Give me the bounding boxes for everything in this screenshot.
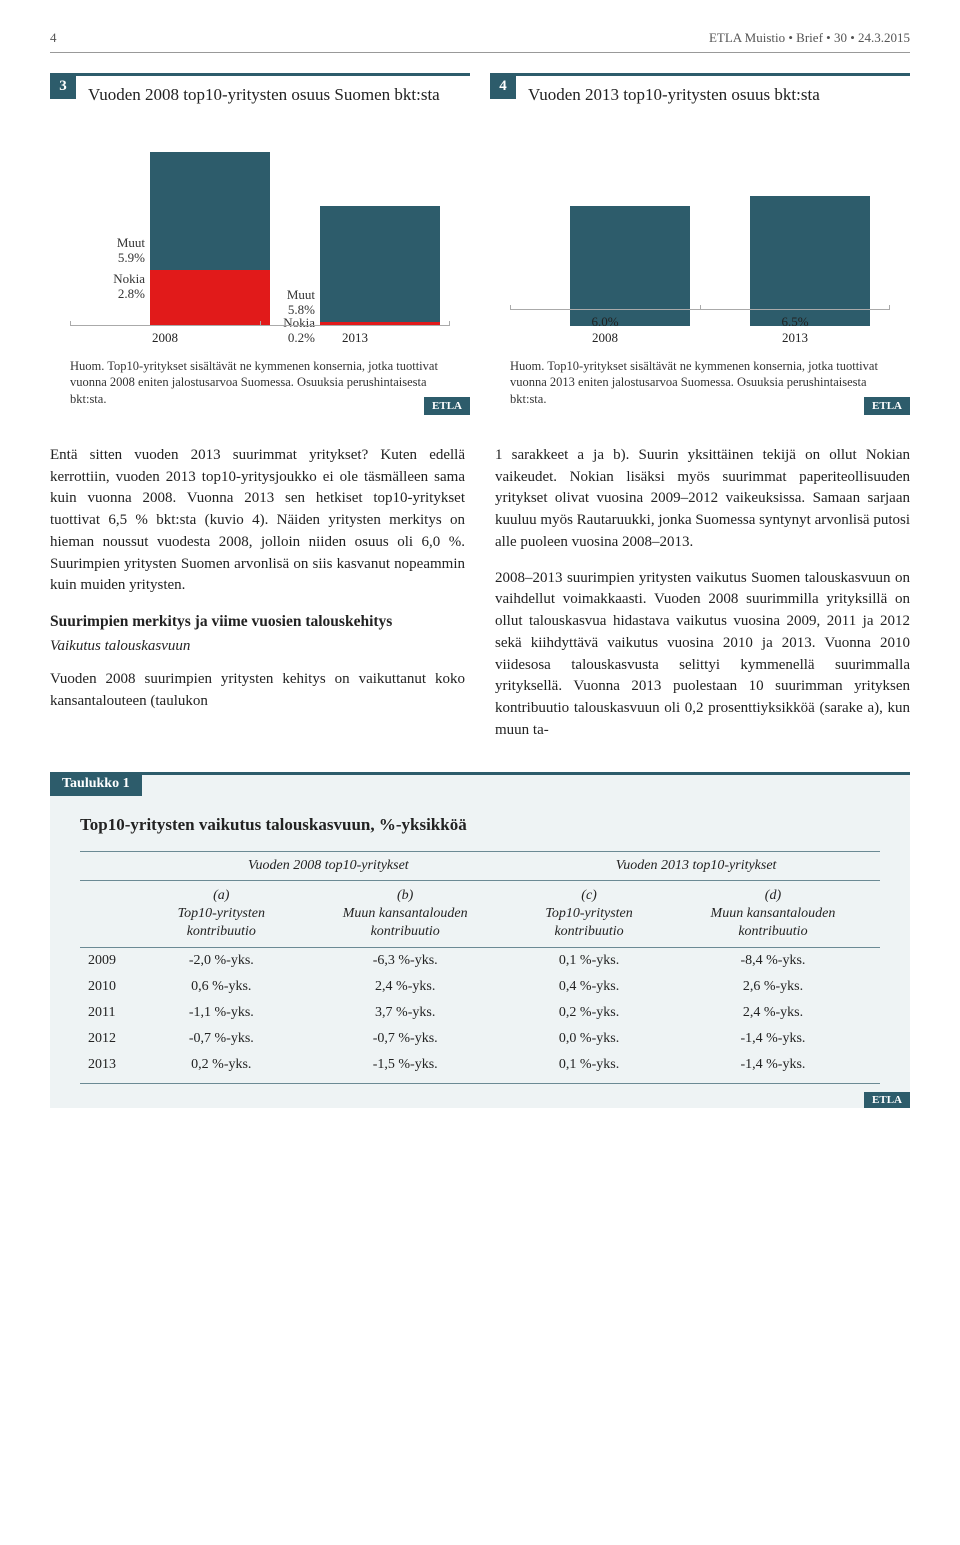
publication-info: ETLA Muistio • Brief • 30 • 24.3.2015 xyxy=(709,30,910,46)
stacked-bar: Nokia 2.8% Muut 5.9% xyxy=(150,152,270,326)
segment-name: Muut xyxy=(117,235,145,250)
charts-row: 3 Vuoden 2008 top10-yritysten osuus Suom… xyxy=(50,73,910,415)
chart-4: 4 Vuoden 2013 top10-yritysten osuus bkt:… xyxy=(490,73,910,415)
segment-name: Nokia xyxy=(113,271,145,286)
paragraph: 1 sarakkeet a ja b). Suurin yksittäinen … xyxy=(495,445,910,554)
x-label: 2008 xyxy=(152,330,178,345)
column-header: (d) Muun kansantalouden kontribuutio xyxy=(666,880,880,948)
page-number: 4 xyxy=(50,30,57,46)
chart-number: 4 xyxy=(490,73,516,99)
column-group: Vuoden 2008 top10-yritykset xyxy=(144,851,512,880)
stacked-bar: Nokia 0.2% Muut 5.8% xyxy=(320,206,440,326)
subheading: Suurimpien merkitys ja viime vuosien tal… xyxy=(50,611,465,633)
bar xyxy=(570,206,690,326)
etla-badge: ETLA xyxy=(864,1092,910,1108)
x-label: 2013 xyxy=(782,330,808,345)
x-axis: 6.0% 2008 6.5% 2013 xyxy=(510,309,890,346)
chart-title: Vuoden 2013 top10-yritysten osuus bkt:st… xyxy=(490,76,910,126)
bar xyxy=(750,196,870,326)
table-number: Taulukko 1 xyxy=(50,772,142,796)
subheading-italic: Vaikutus talouskasvuun xyxy=(50,636,465,658)
bar-fill xyxy=(750,196,870,326)
column-header: (b) Muun kansantalouden kontribuutio xyxy=(298,880,512,948)
table-title: Top10-yritysten vaikutus talouskasvuun, … xyxy=(50,775,910,851)
table-row: 2012-0,7 %-yks.-0,7 %-yks.0,0 %-yks.-1,4… xyxy=(80,1026,880,1052)
chart-3: 3 Vuoden 2008 top10-yritysten osuus Suom… xyxy=(50,73,470,415)
x-label: 2008 xyxy=(592,330,618,345)
bar-value: 6.0% xyxy=(591,314,618,329)
chart-plot: Nokia 2.8% Muut 5.9% xyxy=(70,126,450,346)
chart-number: 3 xyxy=(50,73,76,99)
bar-segment-muut: Muut 5.8% xyxy=(320,206,440,322)
bar-value: 6.5% xyxy=(781,314,808,329)
x-label: 2013 xyxy=(342,330,368,345)
column-header: (a) Top10-yritysten kontribuutio xyxy=(144,880,298,948)
table-row: 2011-1,1 %-yks.3,7 %-yks.0,2 %-yks.2,4 %… xyxy=(80,1000,880,1026)
bar-fill xyxy=(570,206,690,326)
column-header: (c) Top10-yritysten kontribuutio xyxy=(512,880,666,948)
paragraph: Vuoden 2008 suurimpien yritysten kehitys… xyxy=(50,669,465,713)
column-group: Vuoden 2013 top10-yritykset xyxy=(512,851,880,880)
bar-segment-nokia: Nokia 2.8% xyxy=(150,270,270,326)
table-body: 2009-2,0 %-yks.-6,3 %-yks.0,1 %-yks.-8,4… xyxy=(80,948,880,1084)
chart-plot: 6.0% 2008 6.5% 2013 xyxy=(510,126,890,346)
segment-value: 5.9% xyxy=(118,250,145,265)
etla-badge: ETLA xyxy=(864,397,910,415)
table-row: 20100,6 %-yks.2,4 %-yks.0,4 %-yks.2,6 %-… xyxy=(80,974,880,1000)
table-1: Taulukko 1 Top10-yritysten vaikutus talo… xyxy=(50,772,910,1109)
paragraph: 2008–2013 suurimpien yritysten vaikutus … xyxy=(495,568,910,742)
chart-footnote: Huom. Top10-yritykset sisältävät ne kymm… xyxy=(490,346,910,415)
data-table: Vuoden 2008 top10-yritykset Vuoden 2013 … xyxy=(80,851,880,1085)
table-row: 20130,2 %-yks.-1,5 %-yks.0,1 %-yks.-1,4 … xyxy=(80,1052,880,1084)
page-header: 4 ETLA Muistio • Brief • 30 • 24.3.2015 xyxy=(50,30,910,53)
chart-title: Vuoden 2008 top10-yritysten osuus Suomen… xyxy=(50,76,470,126)
chart-footnote: Huom. Top10-yritykset sisältävät ne kymm… xyxy=(50,346,470,415)
table-row: 2009-2,0 %-yks.-6,3 %-yks.0,1 %-yks.-8,4… xyxy=(80,948,880,975)
segment-value: 5.8% xyxy=(288,302,315,317)
paragraph: Entä sitten vuoden 2013 suurimmat yrityk… xyxy=(50,445,465,597)
body-text: Entä sitten vuoden 2013 suurimmat yrityk… xyxy=(50,445,910,742)
etla-badge: ETLA xyxy=(424,397,470,415)
x-axis: 2008 2013 xyxy=(70,325,450,346)
segment-value: 2.8% xyxy=(118,286,145,301)
segment-name: Muut xyxy=(287,287,315,302)
bar-segment-muut: Muut 5.9% xyxy=(150,152,270,270)
